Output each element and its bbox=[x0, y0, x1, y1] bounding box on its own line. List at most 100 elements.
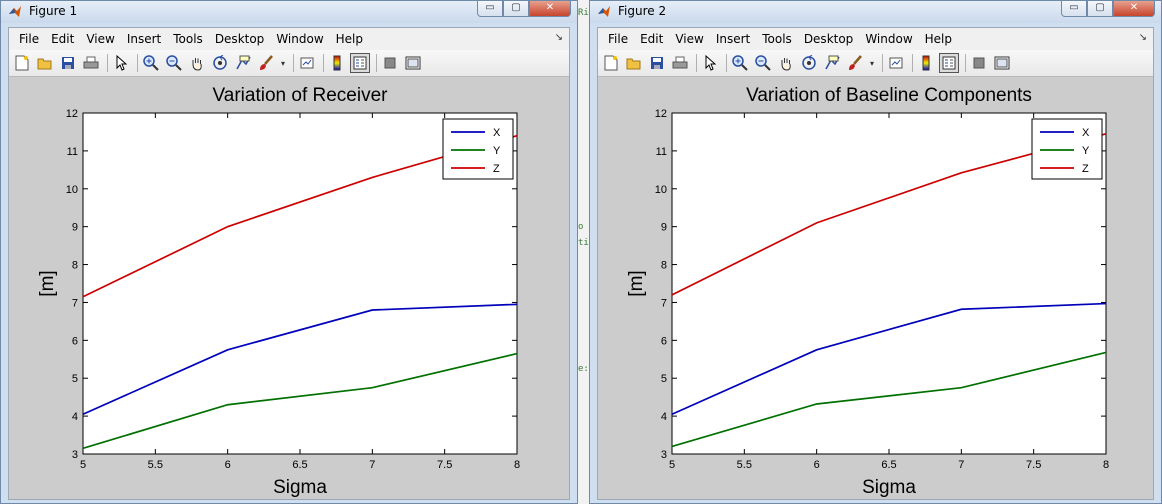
save-icon[interactable] bbox=[58, 53, 78, 73]
y-tick-label: 12 bbox=[655, 108, 667, 120]
legend-label: X bbox=[1082, 127, 1090, 139]
y-tick-label: 9 bbox=[72, 222, 78, 234]
menu-view[interactable]: View bbox=[675, 32, 704, 46]
new-file-icon[interactable] bbox=[12, 53, 32, 73]
x-tick-label: 5 bbox=[80, 459, 86, 471]
title-bar[interactable]: Figure 1 ▭ ▢ ✕ bbox=[1, 1, 577, 23]
toolbar-separator bbox=[696, 54, 697, 72]
link-plot-icon[interactable] bbox=[297, 53, 317, 73]
brush-icon[interactable] bbox=[845, 53, 865, 73]
menu-edit[interactable]: Edit bbox=[51, 32, 75, 46]
print-icon[interactable] bbox=[670, 53, 690, 73]
figure-toolbar: ▾ bbox=[598, 50, 1153, 77]
menu-tools[interactable]: Tools bbox=[762, 32, 792, 46]
zoom-in-icon[interactable] bbox=[141, 53, 161, 73]
close-button[interactable]: ✕ bbox=[1113, 1, 1155, 17]
background-text-fragment: o bbox=[578, 222, 584, 232]
x-tick-label: 5.5 bbox=[737, 459, 752, 471]
pointer-icon[interactable] bbox=[111, 53, 131, 73]
matlab-logo-icon bbox=[598, 6, 610, 17]
y-axis-label: [m] bbox=[626, 270, 647, 296]
dock-arrow-icon[interactable]: ↘ bbox=[554, 32, 563, 43]
hide-plot-tools-icon[interactable] bbox=[969, 53, 989, 73]
figure-toolbar: ▾ bbox=[9, 50, 569, 77]
y-tick-label: 4 bbox=[661, 411, 667, 423]
figure-canvas: Variation of Receiver 5 5.5 6 6.5 7 7.5 8 3 4 5 6 7 8… bbox=[9, 77, 569, 499]
print-icon[interactable] bbox=[81, 53, 101, 73]
open-folder-icon[interactable] bbox=[35, 53, 55, 73]
open-folder-icon[interactable] bbox=[624, 53, 644, 73]
toolbar-separator bbox=[965, 54, 966, 72]
y-tick-label: 7 bbox=[661, 297, 667, 309]
maximize-button[interactable]: ▢ bbox=[503, 1, 529, 17]
toolbar-separator bbox=[293, 54, 294, 72]
x-tick-label: 7.5 bbox=[437, 459, 452, 471]
matlab-logo-icon bbox=[9, 6, 21, 17]
zoom-out-icon[interactable] bbox=[164, 53, 184, 73]
series-line-y bbox=[82, 352, 518, 450]
brush-dropdown-icon[interactable]: ▾ bbox=[869, 58, 874, 68]
legend-box bbox=[442, 118, 514, 180]
y-tick-label: 8 bbox=[661, 260, 667, 272]
y-tick-label: 7 bbox=[72, 297, 78, 309]
menu-help[interactable]: Help bbox=[924, 32, 952, 46]
brush-icon[interactable] bbox=[256, 53, 276, 73]
x-tick-label: 8 bbox=[1103, 459, 1109, 471]
pan-icon[interactable] bbox=[187, 53, 207, 73]
y-tick-label: 5 bbox=[72, 373, 78, 385]
menu-edit[interactable]: Edit bbox=[640, 32, 664, 46]
menu-view[interactable]: View bbox=[86, 32, 115, 46]
show-plot-tools-icon[interactable] bbox=[992, 53, 1012, 73]
window-title: Figure 1 bbox=[29, 4, 78, 18]
colorbar-icon[interactable] bbox=[916, 53, 936, 73]
pan-icon[interactable] bbox=[776, 53, 796, 73]
rotate-icon[interactable] bbox=[799, 53, 819, 73]
menu-file[interactable]: File bbox=[19, 32, 40, 46]
menu-window[interactable]: Window bbox=[865, 32, 913, 46]
x-tick-label: 6.5 bbox=[292, 459, 307, 471]
background-editor-strip: Ri o ti e: bbox=[578, 0, 589, 504]
dock-arrow-icon[interactable]: ↘ bbox=[1138, 32, 1147, 43]
menu-insert[interactable]: Insert bbox=[126, 32, 162, 46]
show-plot-tools-icon[interactable] bbox=[403, 53, 423, 73]
y-tick-label: 6 bbox=[72, 335, 78, 347]
link-plot-icon[interactable] bbox=[886, 53, 906, 73]
title-bar[interactable]: Figure 2 ▭ ▢ ✕ bbox=[590, 1, 1161, 23]
menu-window[interactable]: Window bbox=[276, 32, 324, 46]
data-cursor-icon[interactable] bbox=[233, 53, 253, 73]
y-axis-label: [m] bbox=[37, 270, 58, 296]
toolbar-separator bbox=[107, 54, 108, 72]
save-icon[interactable] bbox=[647, 53, 667, 73]
y-tick-label: 10 bbox=[655, 184, 667, 196]
minimize-button[interactable]: ▭ bbox=[1061, 1, 1087, 17]
zoom-out-icon[interactable] bbox=[753, 53, 773, 73]
figure-1-window[interactable]: Figure 1 ▭ ▢ ✕ File Edit View Insert Too… bbox=[0, 0, 578, 504]
menu-insert[interactable]: Insert bbox=[715, 32, 751, 46]
x-tick-label: 6 bbox=[225, 459, 231, 471]
menu-tools[interactable]: Tools bbox=[173, 32, 203, 46]
legend-label: Z bbox=[1082, 163, 1089, 175]
zoom-in-icon[interactable] bbox=[730, 53, 750, 73]
figure-2-window[interactable]: Figure 2 ▭ ▢ ✕ File Edit View Insert Too… bbox=[589, 0, 1162, 504]
x-tick-label: 7 bbox=[369, 459, 375, 471]
menu-file[interactable]: File bbox=[608, 32, 629, 46]
brush-dropdown-icon[interactable]: ▾ bbox=[280, 58, 285, 68]
menu-desktop[interactable]: Desktop bbox=[214, 32, 265, 46]
x-axis-label: Sigma bbox=[862, 477, 916, 498]
hide-plot-tools-icon[interactable] bbox=[380, 53, 400, 73]
pointer-icon[interactable] bbox=[700, 53, 720, 73]
background-text-fragment: e: bbox=[578, 364, 589, 374]
close-button[interactable]: ✕ bbox=[529, 1, 571, 17]
data-cursor-icon[interactable] bbox=[822, 53, 842, 73]
minimize-button[interactable]: ▭ bbox=[477, 1, 503, 17]
menu-help[interactable]: Help bbox=[335, 32, 363, 46]
rotate-icon[interactable] bbox=[210, 53, 230, 73]
menu-desktop[interactable]: Desktop bbox=[803, 32, 854, 46]
legend-icon[interactable] bbox=[939, 53, 959, 73]
legend-label: Y bbox=[1082, 145, 1090, 157]
new-file-icon[interactable] bbox=[601, 53, 621, 73]
x-tick-label: 6.5 bbox=[881, 459, 896, 471]
legend-icon[interactable] bbox=[350, 53, 370, 73]
colorbar-icon[interactable] bbox=[327, 53, 347, 73]
maximize-button[interactable]: ▢ bbox=[1087, 1, 1113, 17]
